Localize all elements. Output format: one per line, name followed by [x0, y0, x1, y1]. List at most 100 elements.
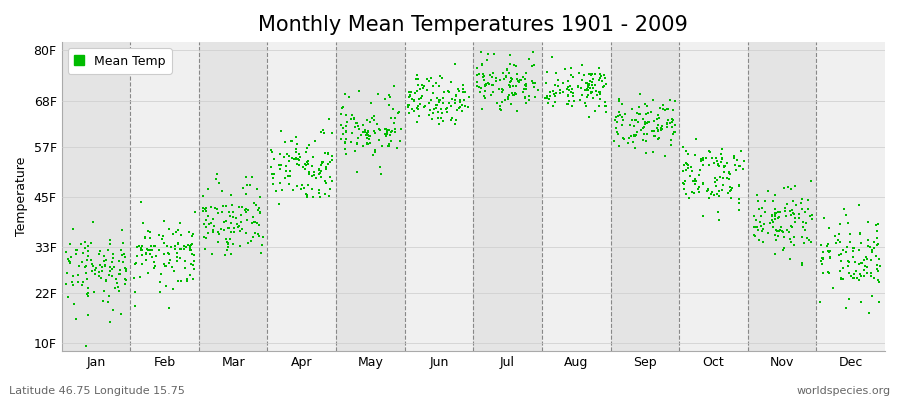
Point: [470, 79, 484, 85]
Point: [284, 138, 299, 144]
Point: [184, 232, 199, 239]
Point: [723, 170, 737, 176]
Point: [696, 180, 710, 187]
Point: [161, 305, 176, 311]
Point: [157, 218, 171, 224]
Point: [410, 106, 425, 112]
Point: [410, 72, 425, 79]
Point: [226, 214, 240, 220]
Point: [347, 148, 362, 154]
Point: [772, 209, 787, 216]
Point: [181, 242, 195, 248]
Point: [473, 88, 488, 95]
Point: [502, 70, 517, 76]
Point: [679, 191, 693, 197]
Point: [264, 164, 278, 170]
Point: [221, 241, 236, 247]
Point: [692, 184, 706, 190]
Point: [517, 86, 531, 92]
Point: [842, 259, 856, 266]
Point: [119, 268, 133, 275]
Point: [611, 96, 625, 103]
Point: [546, 90, 561, 97]
Point: [215, 208, 230, 215]
Point: [292, 157, 307, 164]
Point: [198, 246, 212, 252]
Point: [868, 245, 882, 251]
Point: [522, 93, 536, 100]
Point: [746, 224, 760, 230]
Point: [645, 149, 660, 156]
Point: [509, 83, 524, 89]
Point: [503, 52, 517, 58]
Point: [462, 94, 476, 100]
Point: [828, 232, 842, 239]
Point: [238, 207, 252, 213]
Point: [639, 138, 653, 144]
Point: [171, 278, 185, 284]
Point: [768, 212, 782, 218]
Point: [449, 117, 464, 123]
Point: [352, 88, 366, 94]
Point: [589, 108, 603, 114]
Point: [794, 200, 808, 206]
Point: [733, 182, 747, 188]
Point: [167, 242, 182, 249]
Point: [542, 96, 556, 102]
Point: [349, 120, 364, 126]
Point: [626, 133, 641, 140]
Point: [316, 127, 330, 133]
Point: [583, 78, 598, 84]
Point: [84, 240, 98, 246]
Point: [490, 99, 504, 106]
Point: [687, 190, 701, 197]
Point: [658, 107, 672, 114]
Point: [571, 84, 585, 90]
Point: [360, 117, 374, 124]
Point: [641, 110, 655, 116]
Point: [697, 154, 711, 161]
Point: [244, 238, 258, 244]
Point: [557, 66, 572, 72]
Point: [382, 143, 396, 149]
Point: [383, 94, 398, 100]
Point: [510, 76, 525, 82]
Point: [218, 252, 232, 259]
Point: [553, 90, 567, 96]
Point: [705, 188, 719, 195]
Point: [665, 116, 680, 122]
Point: [500, 67, 515, 73]
Point: [540, 93, 554, 99]
Point: [593, 89, 608, 96]
Point: [309, 175, 323, 182]
Point: [236, 185, 250, 191]
Point: [710, 176, 724, 183]
Point: [758, 198, 772, 204]
Point: [683, 172, 698, 179]
Point: [299, 190, 313, 197]
Point: [724, 195, 738, 202]
Point: [366, 116, 381, 123]
Point: [184, 251, 199, 258]
Point: [770, 228, 784, 234]
Point: [421, 100, 436, 106]
Point: [336, 125, 350, 132]
Point: [455, 102, 470, 108]
Point: [555, 89, 570, 96]
Point: [360, 135, 374, 141]
Point: [360, 130, 374, 136]
Point: [158, 263, 173, 269]
Point: [387, 126, 401, 132]
Point: [432, 97, 446, 104]
Point: [265, 149, 279, 155]
Point: [147, 265, 161, 271]
Point: [180, 276, 194, 282]
Point: [339, 112, 354, 118]
Point: [479, 80, 493, 87]
Point: [392, 138, 407, 144]
Point: [169, 258, 184, 264]
Point: [289, 156, 303, 162]
Point: [417, 83, 431, 89]
Point: [89, 265, 104, 272]
Bar: [405, 42, 473, 351]
